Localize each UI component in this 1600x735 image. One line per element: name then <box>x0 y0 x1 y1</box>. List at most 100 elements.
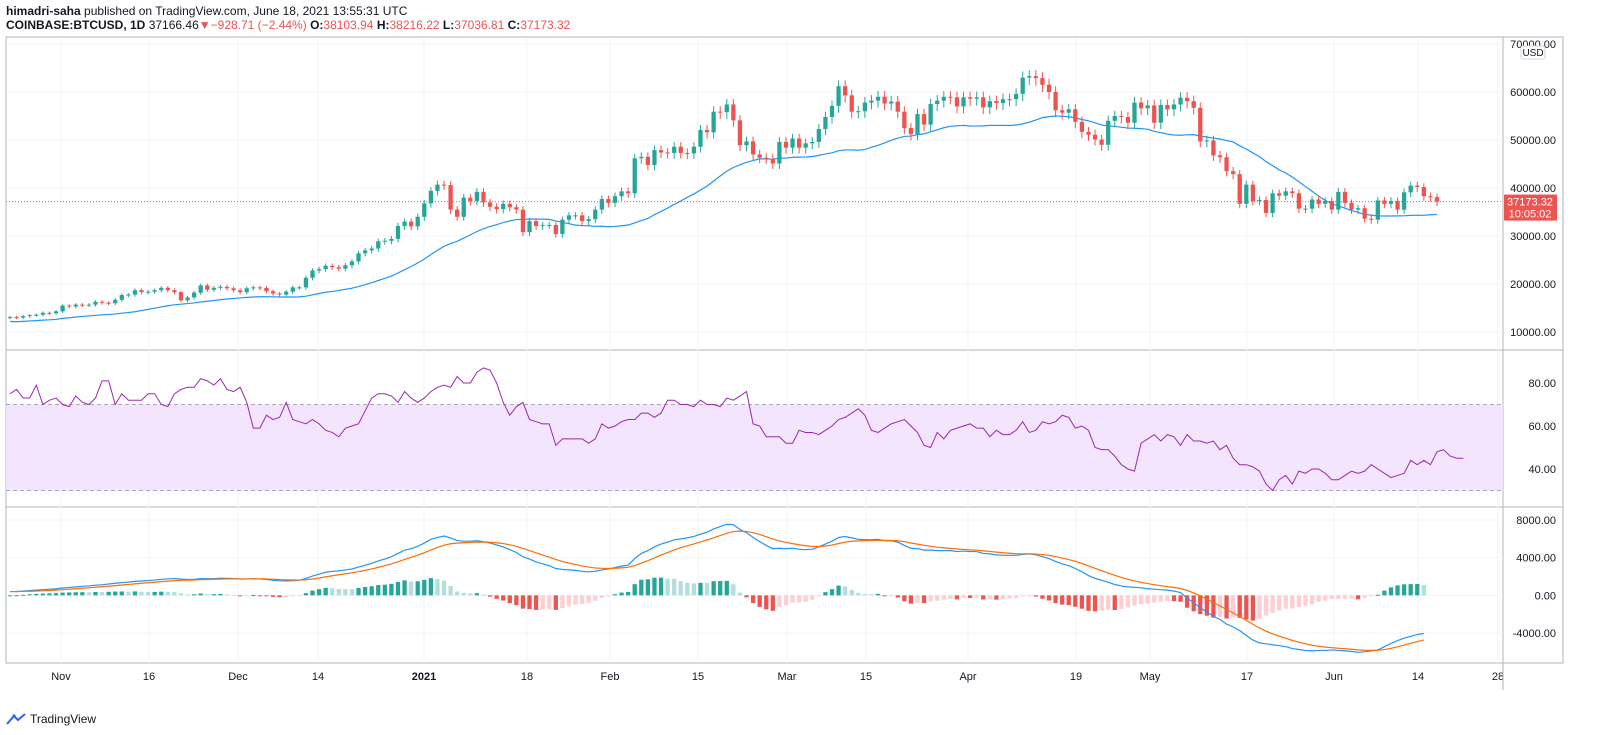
macd-histogram-bar <box>1257 595 1262 620</box>
candle-body <box>895 101 900 112</box>
macd-histogram-bar <box>1336 595 1341 599</box>
macd-histogram-bar <box>1106 595 1111 610</box>
candle-body <box>231 288 236 291</box>
macd-histogram-bar <box>750 595 756 603</box>
candle-body <box>967 97 973 99</box>
candle-body <box>632 158 637 194</box>
macd-histogram-bar <box>1112 595 1117 611</box>
candle-body <box>1296 193 1302 209</box>
candle-body <box>1415 185 1420 188</box>
last-price: 37166.46 <box>148 18 199 32</box>
macd-histogram-bar <box>244 595 249 597</box>
macd-histogram-bar <box>126 591 131 596</box>
candle-body <box>1375 200 1380 220</box>
macd-histogram-bar <box>1013 595 1019 598</box>
macd-histogram-bar <box>1138 595 1144 605</box>
candle-body <box>284 291 289 295</box>
macd-histogram-bar <box>869 594 874 596</box>
candle-body <box>777 141 782 164</box>
candle-body <box>731 104 736 121</box>
candle-body <box>829 105 835 117</box>
candle-body <box>362 250 368 254</box>
macd-histogram-bar <box>53 593 59 596</box>
candle-body <box>99 301 105 303</box>
candle-body <box>1119 116 1124 117</box>
candle-body <box>1204 140 1209 142</box>
macd-histogram-bar <box>251 595 256 597</box>
candle-body <box>113 299 118 304</box>
candle-body <box>908 128 914 135</box>
candle-body <box>191 292 197 298</box>
candle-body <box>257 287 263 289</box>
candle-body <box>1007 99 1012 101</box>
low-label: L: <box>442 18 455 32</box>
candle-body <box>106 302 111 304</box>
candle-body <box>1020 77 1025 94</box>
candle-body <box>310 270 315 278</box>
macd-histogram-bar <box>290 595 295 597</box>
macd-histogram-bar <box>119 591 124 596</box>
tradingview-logo-icon <box>6 713 26 725</box>
candle-body <box>1217 155 1223 158</box>
macd-histogram-bar <box>711 581 716 596</box>
macd-histogram-bar <box>297 595 302 597</box>
author-name[interactable]: himadri-saha <box>6 4 81 18</box>
symbol-label[interactable]: COINBASE:BTCUSD, 1D <box>6 18 146 32</box>
candle-body <box>297 287 302 289</box>
candle-body <box>1428 196 1433 198</box>
macd-histogram-bar <box>1421 585 1426 596</box>
macd-histogram-bar <box>1040 595 1045 599</box>
candle-body <box>382 240 387 242</box>
price-tick-label: 30000.00 <box>1510 231 1556 243</box>
macd-histogram-bar <box>277 595 282 598</box>
macd-histogram-bar <box>67 592 72 596</box>
macd-histogram-bar <box>1277 595 1282 611</box>
macd-histogram-bar <box>349 589 355 596</box>
candle-body <box>520 209 526 233</box>
macd-histogram-bar <box>895 595 900 598</box>
candle-body <box>1053 92 1058 111</box>
macd-histogram-bar <box>145 591 151 596</box>
candle-body <box>244 288 249 293</box>
candle-body <box>1198 107 1203 142</box>
candle-body <box>1079 121 1085 132</box>
candle-body <box>764 157 769 159</box>
macd-histogram-bar <box>586 595 591 603</box>
macd-histogram-bar <box>1158 595 1163 602</box>
macd-tick-label: 8000.00 <box>1516 515 1556 527</box>
macd-histogram-bar <box>1027 595 1032 597</box>
macd-histogram-bar <box>27 594 32 596</box>
candle-body <box>599 199 604 210</box>
macd-histogram-bar <box>211 594 216 596</box>
candle-body <box>691 146 697 154</box>
price-tick-label: 10000.00 <box>1510 327 1556 339</box>
macd-histogram-bar <box>678 581 683 596</box>
x-tick-label: Mar <box>778 671 797 683</box>
candle-body <box>915 114 920 135</box>
candle-body <box>409 221 414 227</box>
candle-body <box>1329 200 1334 210</box>
macd-histogram-bar <box>152 591 157 596</box>
x-tick-label: 15 <box>692 671 704 683</box>
macd-histogram-bar <box>422 579 427 596</box>
candle-body <box>47 312 52 314</box>
macd-histogram-bar <box>185 594 190 596</box>
candle-body <box>553 224 558 235</box>
candle-body <box>626 191 631 194</box>
candle-body <box>67 305 72 307</box>
macd-histogram-bar <box>1237 595 1242 618</box>
macd-histogram-bar <box>935 595 940 601</box>
macd-histogram-bar <box>1323 595 1328 601</box>
candle-body <box>1263 200 1269 213</box>
candle-body <box>902 111 907 128</box>
candle-body <box>981 97 986 108</box>
candle-body <box>593 209 598 220</box>
macd-histogram-bar <box>882 595 887 597</box>
candle-body <box>316 269 322 271</box>
candle-body <box>1244 184 1249 204</box>
tradingview-footer[interactable]: TradingView <box>6 712 96 726</box>
macd-histogram-bar <box>573 595 578 605</box>
macd-histogram-bar <box>685 582 690 596</box>
candle-body <box>579 215 585 222</box>
